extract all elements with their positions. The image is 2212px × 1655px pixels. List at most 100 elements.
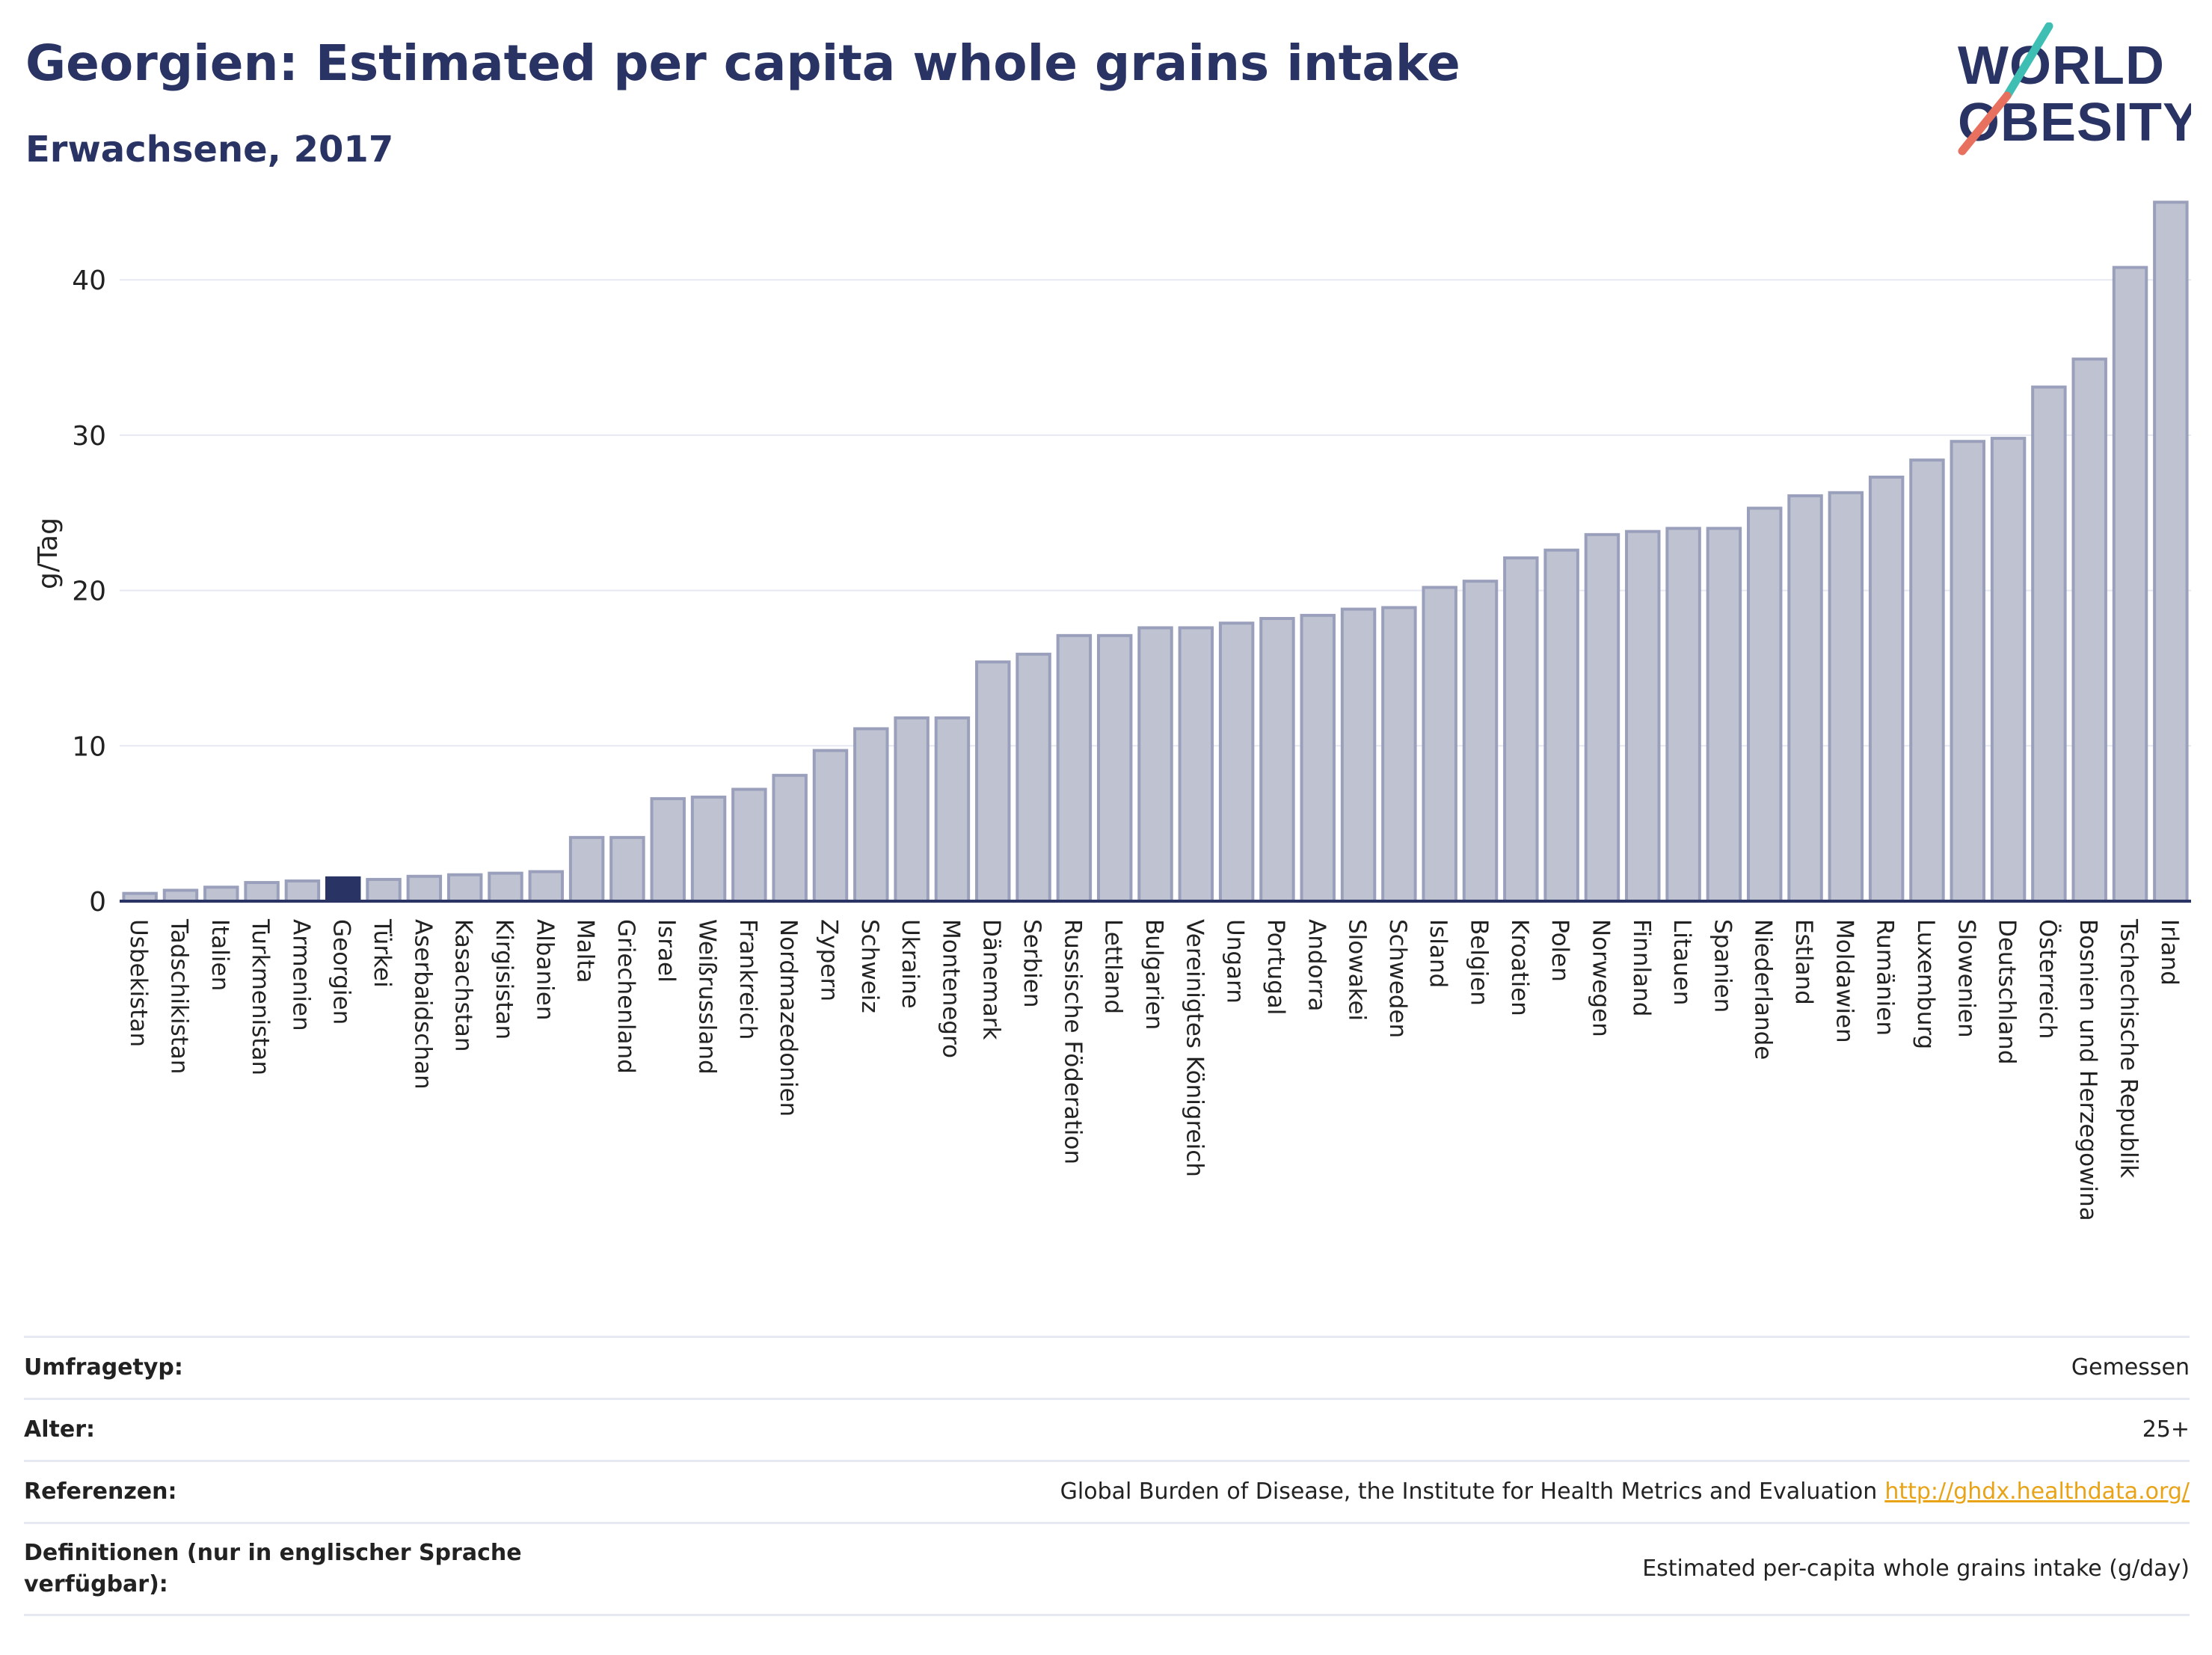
x-tick-label: Serbien [1019,919,1045,1008]
bar[interactable] [284,879,321,903]
x-tick-label: Niederlande [1750,919,1777,1060]
bar[interactable] [488,871,523,903]
y-tick-label: 20 [72,577,106,607]
y-axis-label: g/Tag [33,518,64,589]
bar[interactable] [1665,526,1701,903]
x-tick-label: Spanien [1709,919,1736,1013]
x-tick-label: Lettland [1100,919,1127,1014]
x-tick-label: Österreich [2034,919,2062,1039]
x-tick-label: Moldawien [1831,919,1858,1043]
meta-row-age: Alter: 25+ [24,1400,2190,1462]
y-tick-label: 30 [72,421,106,452]
bar[interactable] [2153,200,2189,903]
x-tick-label: Vereinigtes Königreich [1181,919,1208,1177]
bar[interactable] [528,870,565,903]
bar[interactable] [812,749,849,903]
bar[interactable] [1584,532,1620,903]
bar[interactable] [406,874,443,903]
x-tick-label: Griechenland [612,919,639,1074]
x-tick-label: Dänemark [978,919,1005,1040]
x-tick-label: Ungarn [1222,919,1249,1004]
bar[interactable] [1259,617,1295,903]
bar[interactable] [1462,580,1499,903]
x-tick-label: Türkei [369,918,396,988]
x-tick-label: Kroatien [1506,919,1533,1016]
bar[interactable] [244,881,280,903]
x-tick-label: Armenien [287,919,314,1031]
bar[interactable] [1503,556,1539,903]
x-tick-label: Nordmazedonien [775,919,802,1117]
bar[interactable] [162,888,199,903]
bar[interactable] [609,835,645,903]
bar[interactable] [650,796,686,903]
bar[interactable] [1218,621,1255,903]
y-tick-label: 10 [72,731,106,762]
bar[interactable] [1625,529,1661,903]
bar[interactable] [1300,613,1336,903]
bar[interactable] [1422,586,1457,903]
x-tick-label: Weißrussland [694,919,721,1075]
x-tick-label: Usbekistan [125,919,152,1047]
x-tick-label: Luxemburg [1912,919,1939,1049]
bar[interactable] [366,877,402,903]
bars [122,200,2189,903]
references-text: Global Burden of Disease, the Institute … [1060,1479,1878,1505]
meta-row-survey-type: Umfragetyp: Gemessen [24,1338,2190,1400]
bar[interactable] [568,835,605,903]
bar[interactable] [1056,633,1093,903]
x-tick-label: Litauen [1668,919,1695,1005]
meta-label-references: Referenzen: [24,1479,177,1505]
bar[interactable] [690,795,727,903]
bar[interactable] [731,787,767,903]
x-tick-label: Montenegro [937,919,964,1058]
y-tick-label: 0 [89,887,106,918]
x-tick-label: Albanien [531,919,558,1020]
x-tick-label: Aserbaidschan [409,919,436,1090]
bar-chart: 0 10 20 30 40 Usbekistan Tadschikistan Italien T… [33,200,2191,1221]
x-tick-label: Zypern [815,919,842,1001]
bar[interactable] [1381,606,1417,903]
chart-title: Georgien: Estimated per capita whole gra… [25,34,1460,92]
bar[interactable] [1016,652,1051,903]
x-tick-label: Irland [2156,919,2183,986]
references-link[interactable]: http://ghdx.healthdata.org/ [1884,1479,2190,1505]
meta-value-definitions: Estimated per-capita whole grains intake… [1642,1556,2190,1582]
logo-slash-coral [1958,91,2012,156]
bar[interactable] [1787,494,1823,903]
bar[interactable] [1746,506,1783,903]
axes: 0 10 20 30 40 Usbekistan Tadschikistan Italien T… [72,265,2191,1221]
bar[interactable] [975,660,1011,903]
bar[interactable] [894,716,930,903]
bar[interactable] [1950,440,1986,903]
x-tick-label: Andorra [1303,919,1330,1011]
x-tick-label: Slowenien [1953,919,1979,1038]
x-tick-label: Portugal [1262,919,1289,1015]
bar[interactable] [1543,548,1579,903]
bar[interactable] [1909,458,1945,903]
bar[interactable] [1096,633,1133,903]
bar[interactable] [853,727,889,903]
x-tick-label: Deutschland [1994,919,2021,1065]
bar[interactable] [2112,265,2148,903]
bar[interactable] [446,873,483,903]
meta-label-age: Alter: [24,1416,95,1443]
bar[interactable] [1137,626,1173,903]
x-tick-label: Polen [1546,919,1573,982]
meta-label-definitions: Definitionen (nur in englischer Sprache … [24,1540,522,1597]
bar[interactable] [1828,491,1864,903]
x-tick-label: Island [1425,919,1451,988]
bar[interactable] [934,716,971,903]
bar[interactable] [1340,607,1377,903]
bar[interactable] [1990,437,2027,903]
bar[interactable] [1706,526,1742,903]
x-tick-label: Rumänien [1872,919,1899,1036]
bar[interactable] [1178,626,1214,903]
bar[interactable] [2031,385,2067,903]
logo-graphic: WORLD OBESITY [1958,22,2191,156]
bar[interactable] [203,885,239,903]
bar[interactable] [325,876,361,903]
bar[interactable] [2071,357,2107,903]
logo-slash-teal [2003,22,2053,100]
bar[interactable] [1868,476,1905,903]
bar[interactable] [772,773,808,903]
